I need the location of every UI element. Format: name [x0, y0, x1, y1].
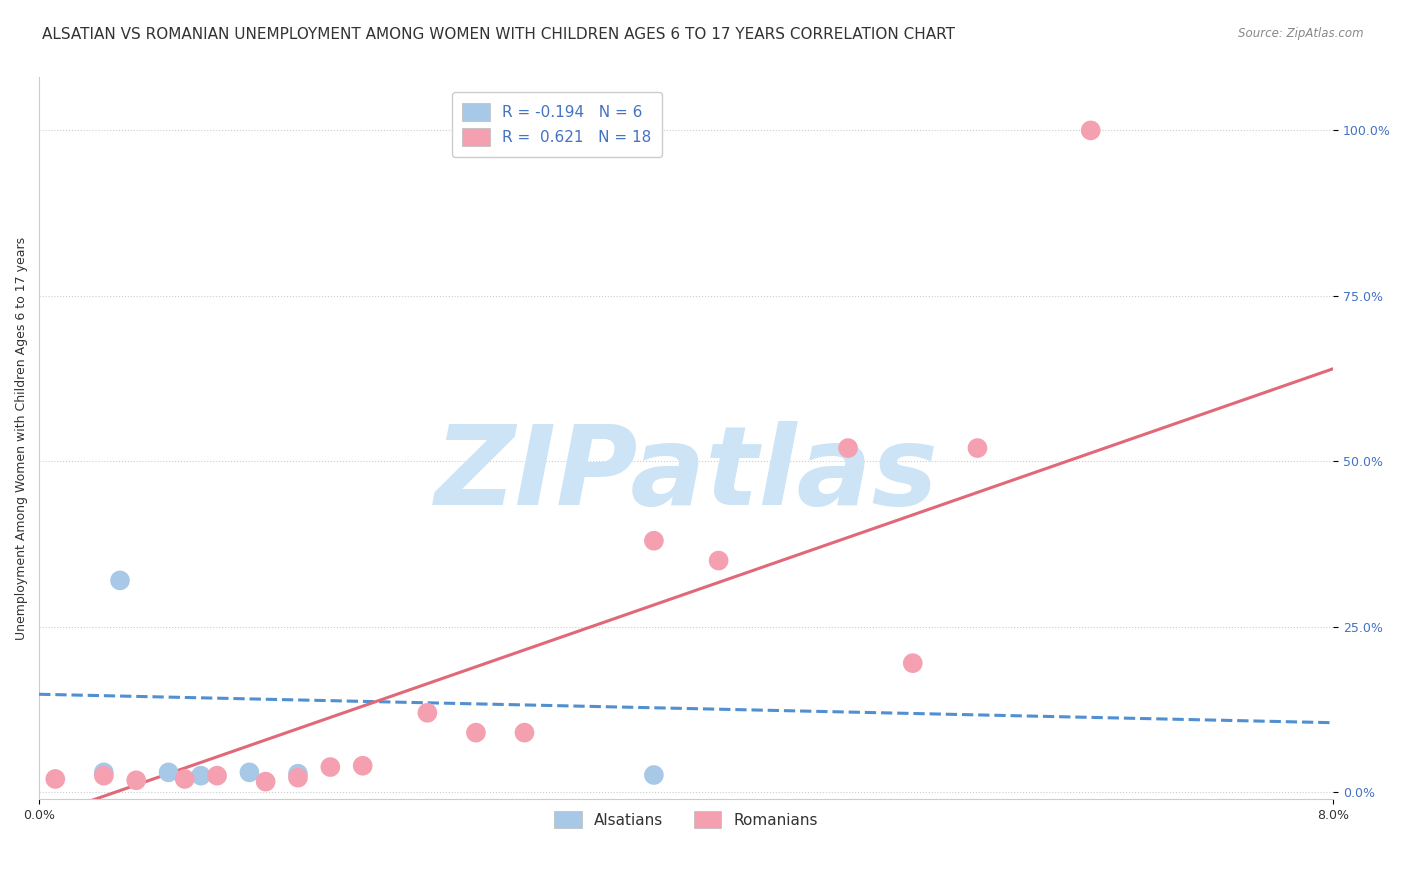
Point [190, 769, 212, 783]
Point [93, 765, 115, 780]
Text: ZIPatlas: ZIPatlas [434, 421, 938, 528]
Point [238, 765, 260, 780]
Point [157, 765, 180, 780]
Point [93, 769, 115, 783]
Point [837, 441, 859, 455]
Y-axis label: Unemployment Among Women with Children Ages 6 to 17 years: Unemployment Among Women with Children A… [15, 236, 28, 640]
Text: ALSATIAN VS ROMANIAN UNEMPLOYMENT AMONG WOMEN WITH CHILDREN AGES 6 TO 17 YEARS C: ALSATIAN VS ROMANIAN UNEMPLOYMENT AMONG … [42, 27, 955, 42]
Point [44, 772, 66, 786]
Point [254, 774, 277, 789]
Legend: Alsatians, Romanians: Alsatians, Romanians [548, 805, 824, 835]
Point [173, 772, 195, 786]
Point [205, 769, 228, 783]
Point [465, 725, 488, 739]
Point [1080, 123, 1102, 137]
Point [319, 760, 342, 774]
Point [901, 656, 924, 670]
Point [643, 533, 665, 548]
Text: Source: ZipAtlas.com: Source: ZipAtlas.com [1239, 27, 1364, 40]
Point [287, 766, 309, 780]
Point [513, 725, 536, 739]
Point [352, 758, 374, 772]
Point [707, 553, 730, 567]
Point [416, 706, 439, 720]
Point [643, 768, 665, 782]
Point [966, 441, 988, 455]
Point [287, 771, 309, 785]
Point [108, 574, 131, 588]
Point [125, 773, 148, 788]
